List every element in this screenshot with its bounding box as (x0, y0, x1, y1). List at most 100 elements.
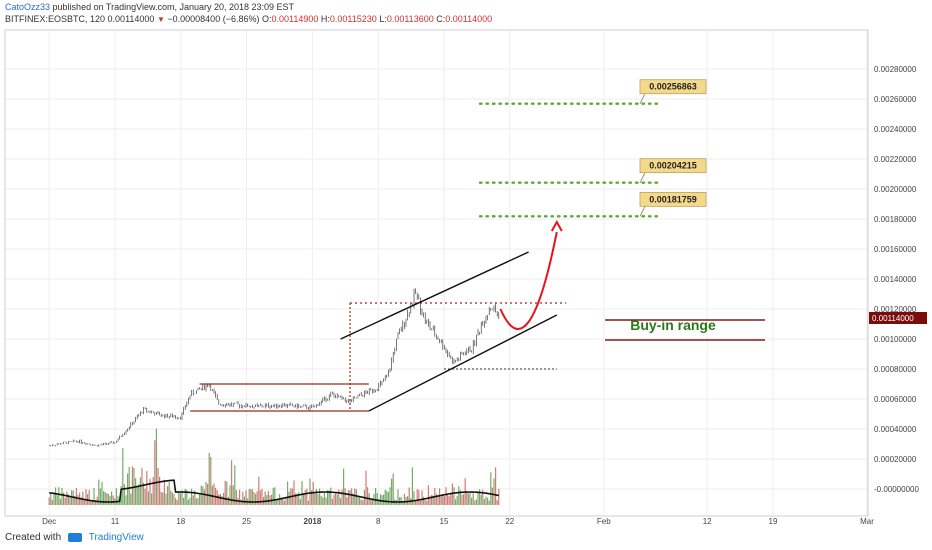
volume-bar (339, 498, 341, 505)
y-tick-label: 0.00120000 (874, 305, 917, 314)
volume-bar (104, 492, 106, 505)
volume-bar (91, 500, 93, 505)
target-label-pointer (639, 172, 646, 183)
volume-bar (341, 489, 343, 505)
volume-bar (181, 490, 183, 505)
volume-bar (69, 497, 71, 505)
volume-bar (472, 493, 474, 505)
volume-bar (296, 493, 298, 505)
volume-bar (136, 485, 138, 505)
volume-bar (415, 499, 417, 505)
volume-bar (386, 490, 388, 505)
volume-bar (112, 495, 114, 505)
volume-bar (483, 498, 485, 505)
volume-bar (490, 472, 492, 505)
projection-curve (499, 231, 558, 330)
volume-bar (152, 477, 154, 505)
volume-bar (202, 486, 204, 505)
volume-bar (239, 489, 241, 505)
author-link[interactable]: CatoOzz33 (5, 2, 51, 12)
x-tick-label: 12 (703, 517, 712, 526)
volume-bar (151, 493, 153, 505)
volume-bar (432, 495, 434, 505)
volume-bar (403, 493, 405, 505)
volume-bar (250, 488, 252, 505)
volume-bar (304, 489, 306, 505)
target-label-box (639, 191, 707, 207)
volume-bar (157, 468, 159, 505)
volume-bar (107, 493, 109, 505)
volume-bar (218, 494, 220, 505)
volume-bar (391, 478, 393, 505)
x-tick-label: Dec (42, 517, 56, 526)
volume-bar (146, 471, 148, 505)
volume-bar (123, 484, 125, 505)
volume-bar (367, 487, 369, 505)
volume-bar (407, 496, 409, 505)
tradingview-brand[interactable]: TradingView (88, 532, 144, 543)
last-price: 0.00114000 (107, 14, 155, 24)
volume-bar (143, 482, 145, 505)
volume-bar (419, 500, 421, 505)
volume-bar (184, 488, 186, 505)
volume-bar (288, 491, 290, 505)
volume-bar (400, 497, 402, 505)
volume-bar (194, 490, 196, 505)
volume-bar (95, 499, 97, 505)
projection-arrowhead (550, 219, 563, 232)
volume-bar (245, 490, 247, 505)
volume-bar (351, 488, 353, 505)
volume-bar (192, 495, 194, 505)
volume-bar (191, 488, 193, 505)
volume-bar (280, 497, 282, 505)
volume-bar (162, 492, 164, 505)
volume-bar (440, 496, 442, 505)
volume-bar (115, 488, 117, 505)
volume-bar (173, 494, 175, 505)
target-label-pointer (639, 206, 646, 217)
y-tick-label: 0.00020000 (874, 455, 917, 464)
volume-bar (335, 492, 337, 505)
volume-bar (352, 493, 354, 505)
volume-bar (179, 493, 181, 505)
volume-bar (53, 493, 55, 505)
volume-bar (295, 493, 297, 505)
volume-bar (455, 499, 457, 505)
volume-bar (491, 487, 493, 505)
volume-bar (397, 489, 399, 505)
volume-bar (448, 496, 450, 505)
volume-bar (479, 489, 481, 505)
volume-bar (109, 495, 111, 505)
volume-bar (59, 498, 61, 505)
volume-bar (469, 491, 471, 505)
chart-grid (5, 30, 868, 516)
target-label: 0.00256863 (649, 82, 697, 92)
volume-bar (346, 497, 348, 505)
volume-bar (383, 494, 385, 505)
volume-bar (139, 477, 141, 505)
volume-bar (306, 488, 308, 505)
volume-bar (175, 498, 177, 505)
volume-bar (122, 448, 124, 505)
volume-bar (155, 428, 157, 505)
volume-bar (488, 500, 490, 505)
volume-bar (64, 497, 66, 505)
volume-bar (474, 500, 476, 505)
volume-bar (312, 482, 314, 505)
volume-bar (413, 491, 415, 505)
volume-bar (259, 490, 261, 505)
channel-upper-line (340, 251, 529, 340)
volume-bar (251, 489, 253, 505)
volume-bar (317, 493, 319, 505)
volume-bar (210, 456, 212, 505)
y-tick-label: 0.00100000 (874, 335, 917, 344)
volume-bar (159, 476, 161, 505)
volume-bar (311, 490, 313, 505)
volume-bar (498, 488, 500, 505)
volume-bar (301, 481, 303, 505)
low-label: L: (379, 14, 387, 24)
volume-bar (338, 489, 340, 505)
y-tick-label: 0.00140000 (874, 275, 917, 284)
volume-bar (98, 479, 100, 505)
